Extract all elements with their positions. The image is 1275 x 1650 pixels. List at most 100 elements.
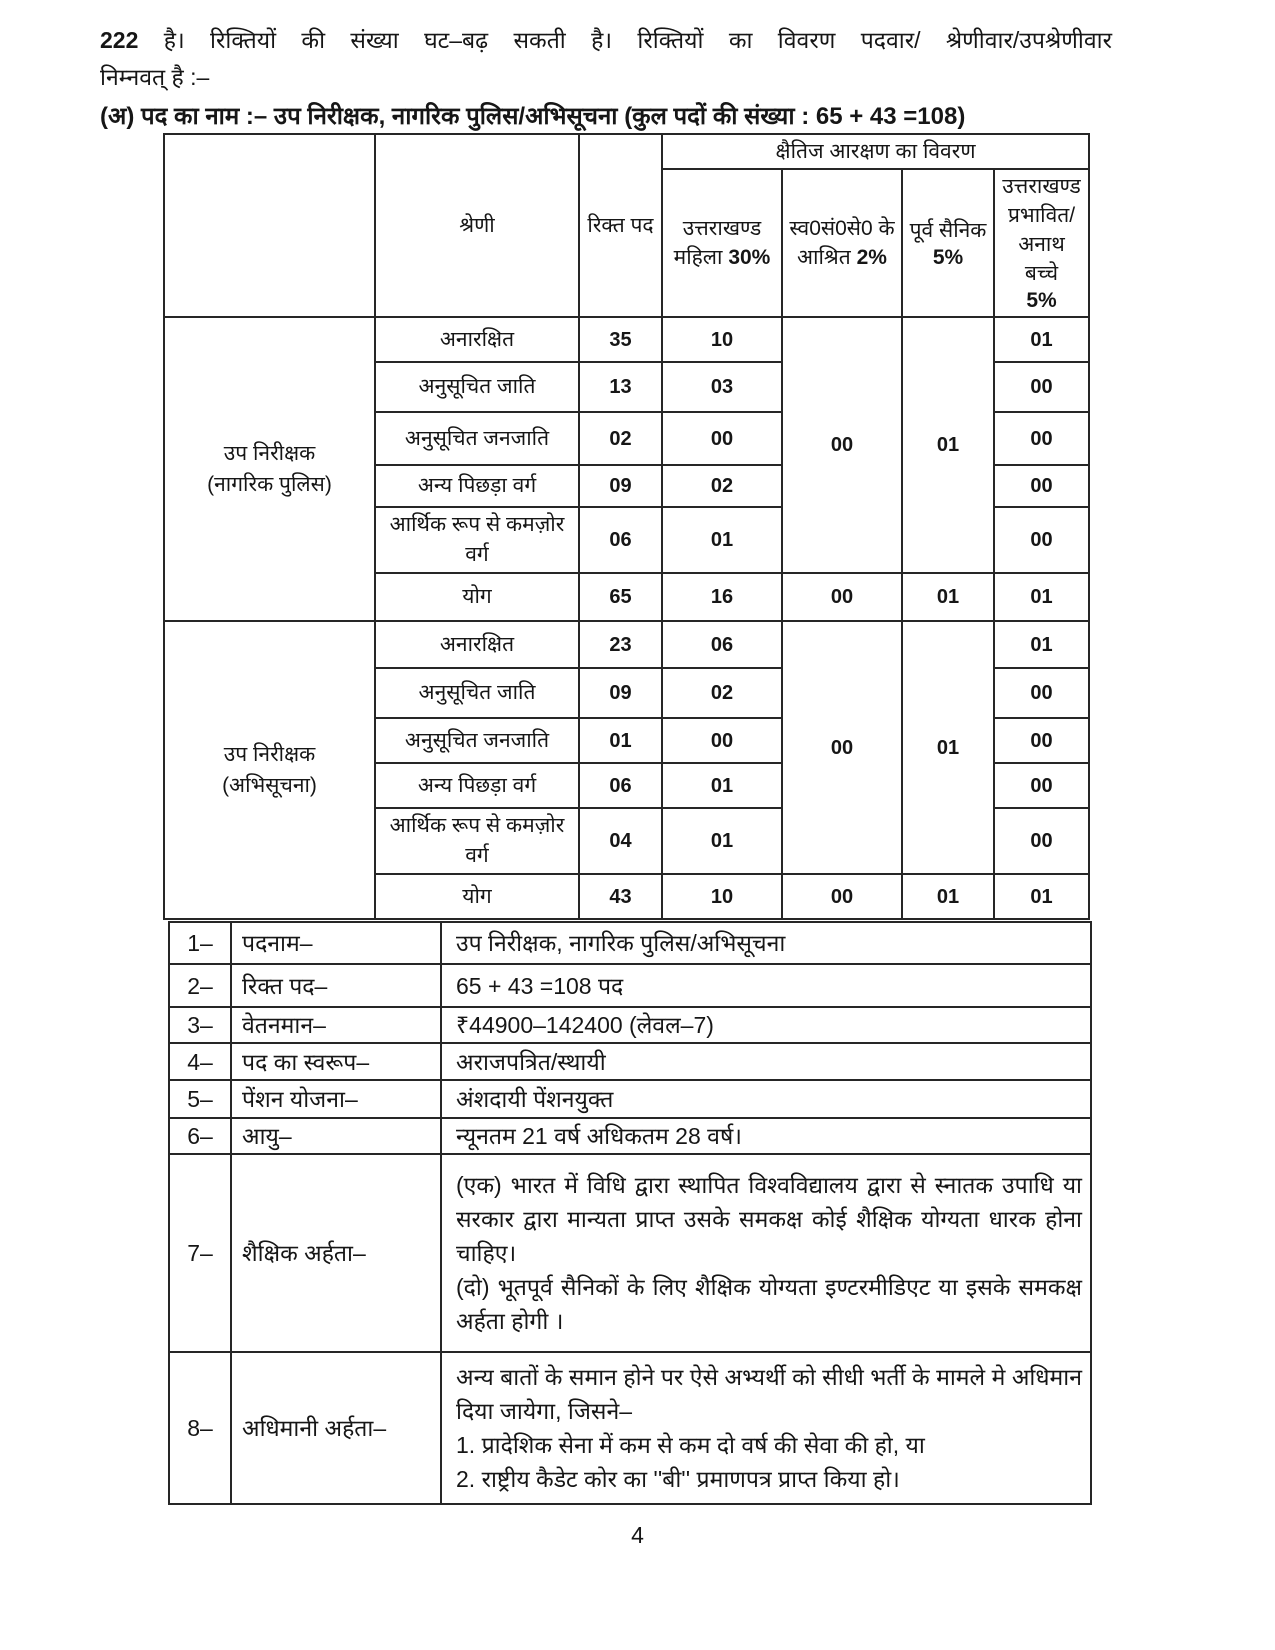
cell-total-ex-serviceman: 01 [901,572,995,622]
row-number: 1– [168,921,232,965]
row-label: आयु– [230,1117,442,1155]
cell-category: अनारक्षित [374,316,580,363]
row-number: 2– [168,963,232,1008]
row-value: उप निरीक्षक, नागरिक पुलिस/अभिसूचना [440,921,1092,965]
cell-women: 02 [661,464,783,508]
row-number: 4– [168,1042,232,1081]
header-uk-women: उत्तराखण्ड महिला 30% [661,168,783,318]
cell-dependents-merged: 00 [781,316,903,574]
cell-total-label: योग [374,873,580,920]
cell-orphan: 01 [992,620,1091,669]
cell-vacant: 09 [578,464,663,508]
vacancy-table: श्रेणी रिक्त पद क्षैतिज आरक्षण का विवरण … [163,133,1091,920]
row-value: अराजपत्रित/स्थायी [440,1042,1092,1081]
cell-orphan: 01 [992,316,1091,363]
intro-count: 222 [100,27,139,53]
row-label: पेंशन योजना– [230,1079,442,1119]
cell-category: अनारक्षित [374,620,580,669]
preference-item-2: 2. राष्ट्रीय कैडेट कोर का ''बी'' प्रमाणप… [456,1466,900,1492]
cell-orphan: 00 [992,667,1091,719]
cell-category: आर्थिक रूप से कमज़ोर वर्ग [374,506,580,574]
cell-vacant: 06 [578,506,663,574]
cell-vacant: 06 [578,762,663,809]
cell-total-ex-serviceman: 01 [901,873,995,920]
cell-category: अन्य पिछड़ा वर्ग [374,762,580,809]
cell-total-dependents: 00 [781,873,903,920]
details-table: 1– पदनाम– उप निरीक्षक, नागरिक पुलिस/अभिस… [168,921,1092,1505]
cell-ex-serviceman-merged: 01 [901,620,995,875]
cell-total-vacant: 65 [578,572,663,622]
cell-women: 00 [661,411,783,466]
cell-orphan: 00 [992,506,1091,574]
row-value: अंशदायी पेंशनयुक्त [440,1079,1092,1119]
intro-paragraph: 222 है। रिक्तियों की संख्या घट–बढ़ सकती … [100,22,1112,96]
header-vacant-posts: रिक्त पद [578,133,663,318]
cell-vacant: 13 [578,361,663,413]
header-horizontal-reservation: क्षैतिज आरक्षण का विवरण [660,133,1091,170]
cell-category: अनुसूचित जाति [374,667,580,719]
header-category: श्रेणी [374,133,580,318]
preference-item-1: 1. प्रादेशिक सेना में कम से कम दो वर्ष क… [456,1432,925,1458]
cell-women: 00 [661,717,783,764]
row-label: रिक्त पद– [230,963,442,1008]
cell-total-vacant: 43 [578,873,663,920]
pct-dependents: 2% [856,246,887,269]
cell-orphan: 00 [992,717,1091,764]
cell-women: 06 [661,620,783,669]
pct-women: 30% [728,246,771,269]
education-clause-1: (एक) भारत में विधि द्वारा स्थापित विश्वव… [456,1172,1082,1266]
page-number: 4 [631,1522,644,1548]
education-clause-2: (दो) भूतपूर्व सैनिकों के लिए शैक्षिक योग… [456,1274,1082,1334]
preference-intro: अन्य बातों के समान होने पर ऐसे अभ्यर्थी … [456,1364,1082,1424]
header-orphan: उत्तराखण्ड प्रभावित/ अनाथ बच्चे 5% [992,168,1091,318]
cell-category: अन्य पिछड़ा वर्ग [374,464,580,508]
row-number: 7– [168,1153,232,1353]
row-label: पदनाम– [230,921,442,965]
cell-women: 03 [661,361,783,413]
cell-vacant: 35 [578,316,663,363]
cell-orphan: 00 [992,411,1091,466]
intro-line-2: निम्नवत् है :– [100,64,210,90]
cell-category: अनुसूचित जनजाति [374,411,580,466]
row-value: अन्य बातों के समान होने पर ऐसे अभ्यर्थी … [440,1351,1092,1505]
header-dependents: स्व0सं0से0 के आश्रित 2% [781,168,903,318]
intro-line-1: 222 है। रिक्तियों की संख्या घट–बढ़ सकती … [100,22,1112,59]
row-label: पद का स्वरूप– [230,1042,442,1081]
post-group-intelligence: उप निरीक्षक (अभिसूचना) [163,620,376,920]
cell-orphan: 00 [992,762,1091,809]
corner-cell [163,133,376,318]
cell-orphan: 00 [992,361,1091,413]
row-label: अधिमानी अर्हता– [230,1351,442,1505]
cell-total-women: 10 [661,873,783,920]
cell-women: 01 [661,506,783,574]
cell-total-women: 16 [661,572,783,622]
cell-orphan: 00 [992,807,1091,875]
intro-text: है। रिक्तियों की संख्या घट–बढ़ सकती है। … [163,27,1112,53]
row-number: 6– [168,1117,232,1155]
cell-vacant: 01 [578,717,663,764]
row-number: 3– [168,1006,232,1044]
cell-total-dependents: 00 [781,572,903,622]
cell-category: अनुसूचित जनजाति [374,717,580,764]
row-number: 8– [168,1351,232,1505]
row-label: वेतनमान– [230,1006,442,1044]
row-value: 65 + 43 =108 पद [440,963,1092,1008]
cell-category: अनुसूचित जाति [374,361,580,413]
cell-vacant: 09 [578,667,663,719]
cell-total-orphan: 01 [992,873,1091,920]
cell-orphan: 00 [992,464,1091,508]
section-heading: (अ) पद का नाम :– उप निरीक्षक, नागरिक पुल… [100,103,966,130]
cell-total-label: योग [374,572,580,622]
cell-vacant: 02 [578,411,663,466]
cell-women: 01 [661,762,783,809]
cell-women: 02 [661,667,783,719]
row-number: 5– [168,1079,232,1119]
cell-vacant: 04 [578,807,663,875]
cell-category: आर्थिक रूप से कमज़ोर वर्ग [374,807,580,875]
row-value: न्यूनतम 21 वर्ष अधिकतम 28 वर्ष। [440,1117,1092,1155]
row-value: (एक) भारत में विधि द्वारा स्थापित विश्वव… [440,1153,1092,1353]
header-ex-serviceman: पूर्व सैनिक 5% [901,168,995,318]
pct-orphan: 5% [1026,289,1057,312]
cell-dependents-merged: 00 [781,620,903,875]
cell-ex-serviceman-merged: 01 [901,316,995,574]
